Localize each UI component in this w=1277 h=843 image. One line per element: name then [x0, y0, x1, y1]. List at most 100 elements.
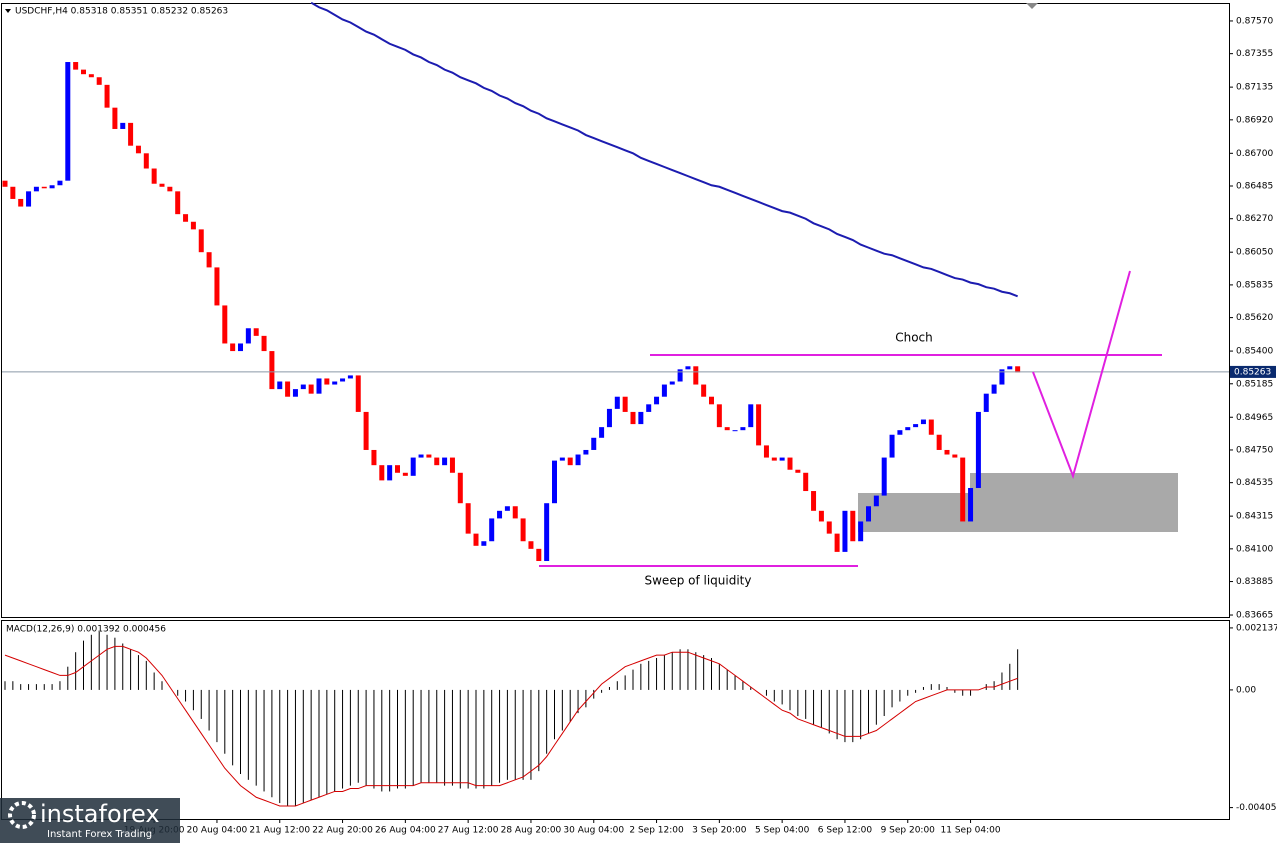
y-tick-label: 0.86700	[1236, 149, 1273, 159]
signal-line	[4, 645, 1018, 807]
shift-marker	[1026, 3, 1038, 9]
candle-body	[504, 506, 510, 511]
y-tick-label: 0.84100	[1236, 544, 1273, 554]
candle-body	[724, 427, 730, 431]
candle-body	[873, 495, 879, 507]
logo: instaforex Instant Forex Trading	[0, 798, 180, 843]
candle-body	[292, 389, 298, 397]
candle-body	[779, 457, 785, 461]
candle-body	[552, 460, 557, 504]
candle-body	[426, 454, 432, 458]
candle-body	[261, 335, 267, 352]
y-tick-label: 0.86920	[1236, 115, 1273, 125]
candle-body	[913, 424, 919, 428]
candle-body	[489, 518, 495, 542]
candle-body	[481, 541, 487, 546]
candle-body	[26, 191, 32, 207]
candle-body	[277, 381, 283, 390]
candle-body	[991, 384, 997, 394]
y-tick-label: 0.87570	[1236, 16, 1273, 26]
candle-body	[763, 445, 769, 458]
y-tick-label: 0.86270	[1236, 214, 1273, 224]
candle-body	[183, 214, 189, 222]
y-tick-label: 0.84315	[1236, 512, 1273, 522]
candle-body	[238, 343, 243, 352]
y-tick-label: 0.84750	[1236, 445, 1273, 455]
candle-body	[434, 457, 440, 466]
candle-body	[748, 404, 754, 428]
candle-body	[512, 506, 518, 519]
candle-body	[143, 153, 149, 169]
last-price-label: 0.85263	[1234, 367, 1271, 377]
candle-body	[575, 454, 581, 466]
projection-arrow	[1032, 270, 1131, 480]
candle-body	[449, 457, 455, 473]
sweep-label: Sweep of liquidity	[645, 574, 752, 588]
demand-zone	[970, 473, 1178, 532]
candle-body	[630, 411, 636, 425]
y-tick-label: 0.83885	[1236, 577, 1273, 587]
y-tick-label: 0.86050	[1236, 248, 1273, 258]
candle-body	[834, 533, 840, 552]
candle-body	[120, 122, 126, 129]
candle-body	[41, 186, 47, 189]
last-price-box	[1230, 365, 1276, 378]
candle-body	[465, 503, 471, 534]
macd-frame	[1, 620, 1230, 820]
candle-body	[771, 457, 777, 461]
candle-body	[756, 404, 762, 446]
candle-body	[10, 186, 16, 199]
candle-body	[442, 457, 448, 466]
y-tick-label: 0.002137	[1236, 623, 1277, 633]
candle-body	[190, 221, 196, 230]
candle-body	[81, 69, 86, 75]
candle-body	[33, 186, 39, 192]
candle-body	[787, 457, 793, 470]
y-tick-label: 0.83665	[1236, 611, 1273, 621]
y-tick-label: 0.00	[1236, 685, 1256, 695]
candle-body	[795, 469, 801, 473]
candle-body	[473, 533, 479, 546]
candle-body	[599, 427, 605, 438]
candle-body	[1015, 366, 1021, 373]
candle-body	[457, 472, 463, 504]
x-tick-label: 28 Aug 20:00	[501, 826, 562, 836]
candle-body	[49, 185, 55, 189]
candle-body	[379, 465, 385, 481]
candle-body	[669, 381, 675, 385]
candle-body	[646, 404, 652, 412]
zones	[858, 473, 1178, 532]
candle-body	[866, 506, 871, 522]
candle-body	[811, 491, 817, 511]
candle-body	[167, 186, 173, 192]
candle-body	[2, 180, 8, 187]
candle-body	[544, 503, 550, 562]
y-tick-label: 0.85400	[1236, 347, 1273, 357]
logo-gear	[8, 801, 36, 829]
candle-body	[324, 378, 330, 385]
candle-body	[842, 510, 848, 552]
x-tick-label: 3 Sep 20:00	[692, 826, 747, 836]
menu-arrow	[5, 9, 11, 13]
candle-body	[104, 84, 110, 108]
candle-body	[112, 107, 118, 129]
logo-tagline: Instant Forex Trading	[47, 829, 152, 840]
candle-body	[363, 411, 369, 450]
candle-body	[983, 393, 989, 412]
candle-body	[520, 518, 526, 542]
macd-header: MACD(12,26,9) 0.001392 0.000456	[6, 625, 166, 635]
symbol-header: USDCHF,H4 0.85318 0.85351 0.85232 0.8526…	[15, 7, 228, 17]
candle-body	[999, 369, 1005, 385]
y-tick-label: 0.87355	[1236, 49, 1273, 59]
moving-average	[310, 1, 1019, 298]
candle-body	[975, 411, 981, 488]
x-tick-label: 2 Sep 12:00	[629, 826, 684, 836]
candle-body	[960, 457, 966, 522]
candle-body	[732, 430, 738, 432]
candle-body	[528, 541, 534, 549]
candle-body	[355, 375, 361, 412]
candle-body	[245, 328, 251, 344]
candle-body	[253, 328, 259, 336]
candle-body	[332, 381, 338, 385]
